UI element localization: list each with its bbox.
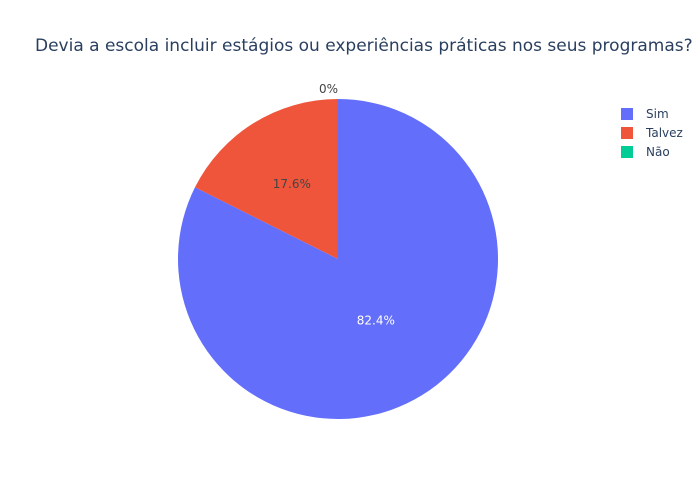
- legend-item-nao[interactable]: Não: [621, 145, 670, 159]
- legend-swatch-nao: [621, 146, 633, 158]
- pie-data-labels: 82.4% 17.6% 0%: [273, 82, 395, 327]
- pie-slices: [178, 99, 499, 420]
- legend-label-nao: Não: [646, 145, 670, 159]
- pie-slice-sim[interactable]: [178, 99, 499, 420]
- legend-label-sim: Sim: [646, 107, 669, 121]
- data-label-nao: 0%: [319, 82, 338, 96]
- legend-label-talvez: Talvez: [645, 126, 683, 140]
- data-label-sim: 82.4%: [357, 313, 395, 327]
- chart-title: Devia a escola incluir estágios ou exper…: [35, 36, 693, 56]
- pie-slice-talvez[interactable]: [194, 99, 338, 259]
- legend: Sim Talvez Não: [621, 107, 683, 159]
- legend-item-sim[interactable]: Sim: [621, 107, 669, 121]
- legend-swatch-talvez: [621, 127, 633, 139]
- legend-item-talvez[interactable]: Talvez: [621, 126, 683, 140]
- data-label-talvez: 17.6%: [273, 177, 311, 191]
- legend-swatch-sim: [621, 108, 633, 120]
